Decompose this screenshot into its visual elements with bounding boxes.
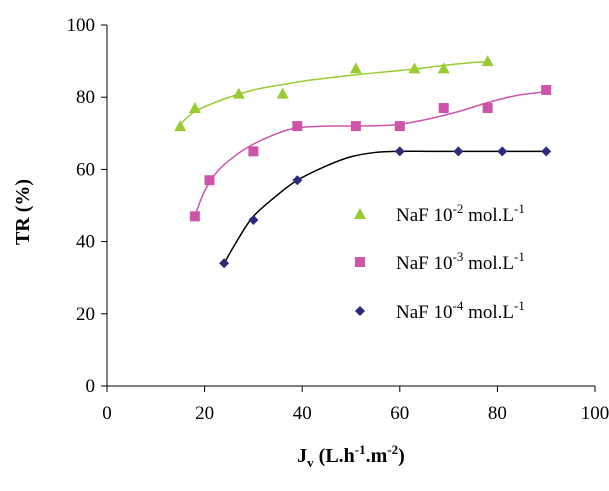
- axis-titles: TR (%) Jv (L.h-1.m-2): [12, 179, 405, 470]
- data-point-series-2: [292, 121, 303, 132]
- legend: NaF 10-2​ mol.L-1​NaF 10-3​ mol.L-1​NaF …: [354, 201, 525, 323]
- x-axis-title-subscript: v: [307, 455, 314, 470]
- data-point-series-3: [248, 214, 259, 225]
- text-span: NaF 10: [396, 205, 452, 226]
- x-axis-title-part: .m: [366, 445, 388, 467]
- data-point-series-1: [276, 87, 289, 99]
- data-point-series-2: [350, 121, 361, 132]
- trend-line-series-2: [194, 91, 547, 217]
- x-axis-title-part: ): [398, 445, 405, 467]
- x-tick-label: 100: [581, 403, 609, 424]
- data-point-series-2: [204, 175, 215, 186]
- y-tick-label: 80: [76, 87, 95, 108]
- trend-lines: [179, 61, 547, 264]
- data-point-series-2: [541, 84, 552, 95]
- text-span: mol.L: [463, 302, 514, 323]
- data-point-series-1: [188, 102, 201, 114]
- data-point-series-3: [453, 146, 464, 157]
- superscript: -3: [452, 249, 463, 264]
- y-tick-label: 20: [76, 304, 95, 325]
- data-point-series-2: [189, 211, 200, 222]
- y-axis-title: TR (%): [12, 179, 34, 245]
- x-axis-title-superscript: -1: [355, 442, 366, 457]
- data-point-series-1: [408, 62, 421, 74]
- y-tick-label: 100: [67, 15, 96, 36]
- text-span: mol.L: [463, 205, 514, 226]
- legend-marker-series-3: [355, 306, 365, 316]
- data-point-series-1: [437, 62, 450, 74]
- y-tick-label: 60: [76, 159, 95, 180]
- legend-marker-series-1: [354, 208, 366, 219]
- x-axis-title-part: (L.h: [314, 445, 355, 467]
- x-axis-title: Jv (L.h-1.m-2): [297, 442, 405, 470]
- x-tick-label: 40: [293, 403, 312, 424]
- trend-line-series-1: [179, 61, 488, 125]
- x-axis-title-base: J: [297, 445, 307, 467]
- x-tick-label: 20: [195, 403, 214, 424]
- axes: 0 20 40 60 80 100 0 20 40 60 80 100: [67, 15, 609, 424]
- legend-label-series-1: NaF 10-2​ mol.L-1​: [396, 201, 525, 226]
- legend-label-series-3: NaF 10-4​ mol.L-1​: [396, 298, 525, 323]
- x-axis-title-superscript: -2: [387, 442, 398, 457]
- data-point-series-3: [394, 146, 405, 157]
- data-point-series-2: [248, 146, 259, 157]
- text-span: NaF 10: [396, 253, 452, 274]
- legend-marker-series-2: [355, 257, 365, 267]
- data-point-series-1: [481, 55, 494, 67]
- superscript: -1: [514, 298, 525, 313]
- data-point-series-3: [292, 175, 303, 186]
- superscript: -2: [452, 201, 463, 216]
- data-point-series-1: [349, 62, 362, 74]
- y-tick-label: 40: [76, 232, 95, 253]
- legend-label-series-2: NaF 10-3​ mol.L-1​: [396, 249, 525, 274]
- superscript: -4: [452, 298, 463, 313]
- markers: [174, 55, 552, 269]
- data-point-series-3: [219, 258, 230, 269]
- data-point-series-2: [394, 121, 405, 132]
- data-point-series-3: [497, 146, 508, 157]
- data-point-series-2: [482, 103, 493, 114]
- text-span: NaF 10: [396, 302, 452, 323]
- x-tick-label: 0: [102, 403, 112, 424]
- data-point-series-1: [232, 87, 245, 99]
- data-point-series-3: [541, 146, 552, 157]
- text-span: mol.L: [463, 253, 514, 274]
- superscript: -1: [514, 249, 525, 264]
- x-tick-label: 60: [390, 403, 409, 424]
- data-point-series-1: [174, 120, 187, 132]
- data-point-series-2: [438, 103, 449, 114]
- superscript: -1: [514, 201, 525, 216]
- y-tick-label: 0: [86, 376, 96, 397]
- x-tick-label: 80: [488, 403, 507, 424]
